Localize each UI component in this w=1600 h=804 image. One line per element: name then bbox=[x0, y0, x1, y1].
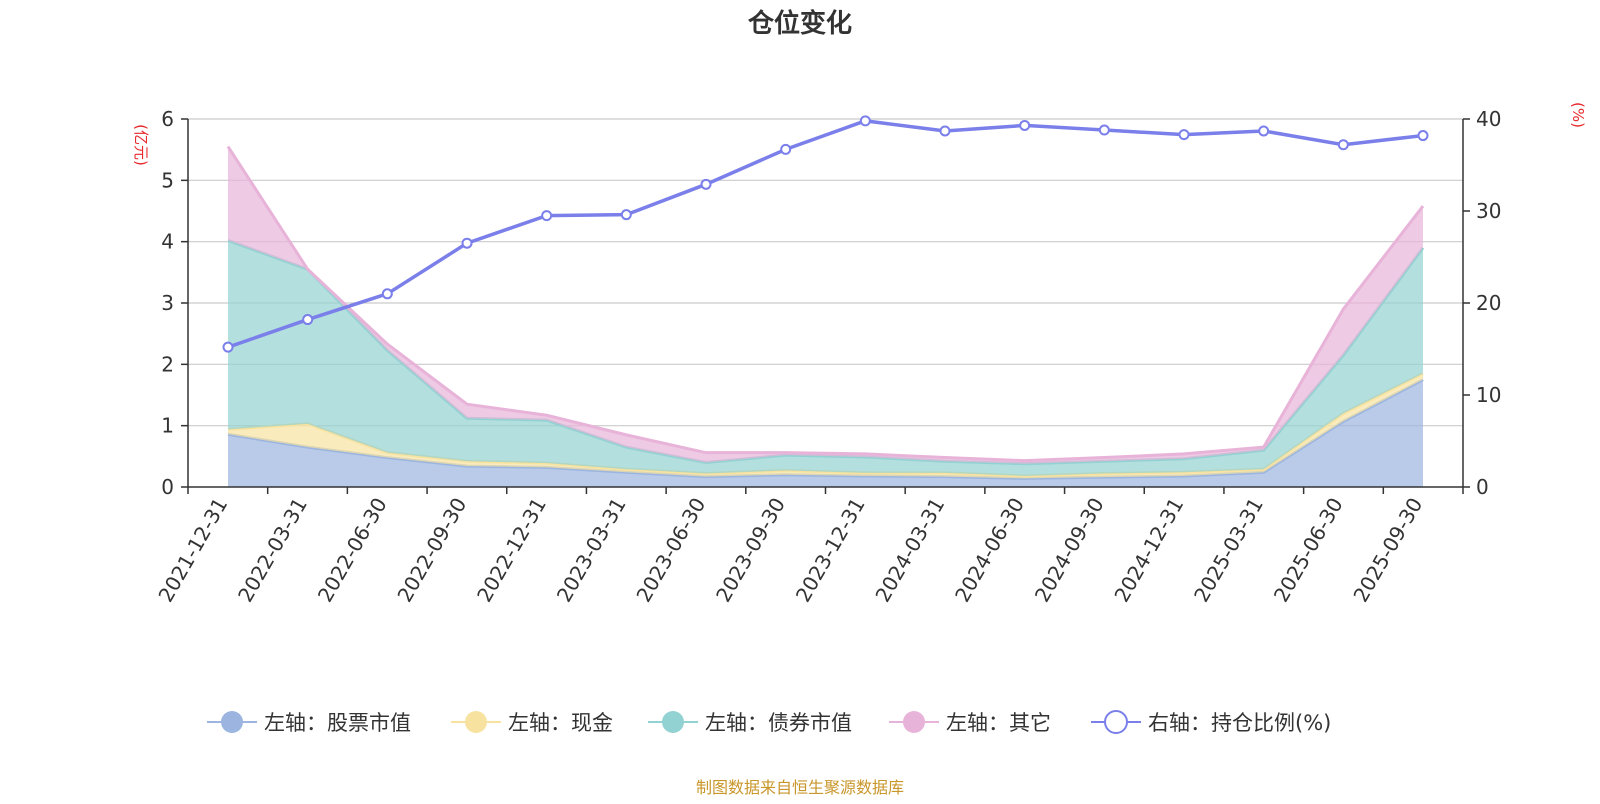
legend-marker-1 bbox=[465, 711, 487, 733]
x-tick-label-13: 2025-03-31 bbox=[1189, 494, 1268, 607]
area-edge-series-3 bbox=[226, 145, 1425, 463]
x-tick-label-15: 2025-09-30 bbox=[1348, 494, 1427, 607]
x-tick-label-10: 2024-06-30 bbox=[950, 494, 1029, 607]
holding-ratio-point-13 bbox=[1258, 125, 1270, 137]
legend-label-4: 右轴：持仓比例(%) bbox=[1148, 711, 1331, 735]
holding-ratio-point-3 bbox=[461, 237, 473, 249]
left-axis-unit: (亿元) bbox=[132, 124, 150, 166]
holding-ratio-point-1 bbox=[302, 314, 314, 326]
x-tick-label-5: 2023-03-31 bbox=[552, 494, 631, 607]
x-tick-label-1: 2022-03-31 bbox=[233, 494, 312, 607]
left-tick-label-4: 4 bbox=[161, 230, 174, 254]
area-series-0 bbox=[228, 379, 1423, 487]
source-note: 制图数据来自恒生聚源数据库 bbox=[696, 778, 904, 797]
x-tick-label-0: 2021-12-31 bbox=[153, 494, 232, 607]
left-tick-label-0: 0 bbox=[161, 475, 174, 499]
holding-ratio-point-4 bbox=[541, 210, 553, 222]
x-tick-label-8: 2023-12-31 bbox=[791, 494, 870, 607]
holding-ratio-point-8 bbox=[859, 115, 871, 127]
legend-label-0: 左轴：股票市值 bbox=[264, 711, 411, 735]
x-tick-label-7: 2023-09-30 bbox=[711, 494, 790, 607]
legend-marker-2 bbox=[662, 711, 684, 733]
holding-ratio-point-15 bbox=[1417, 130, 1429, 142]
holding-ratio-point-6 bbox=[700, 178, 712, 190]
holding-ratio-point-5 bbox=[620, 209, 632, 221]
legend-marker-4 bbox=[1104, 710, 1128, 734]
holding-ratio-point-2 bbox=[381, 288, 393, 300]
holding-ratio-path bbox=[227, 119, 1424, 349]
legend-marker-3 bbox=[903, 711, 925, 733]
x-tick-label-6: 2023-06-30 bbox=[631, 494, 710, 607]
legend-marker-0 bbox=[221, 711, 243, 733]
right-tick-label-3: 30 bbox=[1476, 199, 1501, 223]
holding-ratio-point-14 bbox=[1337, 139, 1349, 151]
holding-ratio-line bbox=[222, 115, 1429, 353]
area-edge-series-2 bbox=[227, 239, 1425, 466]
x-tick-label-9: 2024-03-31 bbox=[870, 494, 949, 607]
holding-ratio-point-9 bbox=[939, 125, 951, 137]
holding-ratio-point-7 bbox=[780, 143, 792, 155]
legend-label-1: 左轴：现金 bbox=[508, 711, 613, 735]
x-tick-label-2: 2022-06-30 bbox=[313, 494, 392, 607]
right-tick-label-0: 0 bbox=[1476, 475, 1489, 499]
legend-label-2: 左轴：债券市值 bbox=[705, 711, 852, 735]
x-tick-label-14: 2025-06-30 bbox=[1269, 494, 1348, 607]
legend: 左轴：股票市值 左轴：现金 左轴：债券市值 左轴：其它 右轴：持仓比例(%) bbox=[207, 710, 1331, 735]
holding-ratio-point-10 bbox=[1019, 119, 1031, 131]
left-tick-label-3: 3 bbox=[161, 291, 174, 315]
right-axis-unit: (%) bbox=[1569, 102, 1587, 128]
x-tick-label-11: 2024-09-30 bbox=[1030, 494, 1109, 607]
right-tick-label-1: 10 bbox=[1476, 383, 1501, 407]
stacked-areas bbox=[226, 145, 1425, 487]
right-tick-label-2: 20 bbox=[1476, 291, 1501, 315]
x-tick-label-12: 2024-12-31 bbox=[1109, 494, 1188, 607]
x-tick-label-4: 2022-12-31 bbox=[472, 494, 551, 607]
left-tick-label-6: 6 bbox=[161, 107, 174, 131]
left-tick-label-5: 5 bbox=[161, 168, 174, 192]
right-tick-label-4: 40 bbox=[1476, 107, 1501, 131]
chart-title: 仓位变化 bbox=[747, 8, 852, 39]
left-tick-label-2: 2 bbox=[161, 352, 174, 376]
x-tick-label-3: 2022-09-30 bbox=[392, 494, 471, 607]
left-tick-label-1: 1 bbox=[161, 414, 174, 438]
legend-label-3: 左轴：其它 bbox=[946, 711, 1051, 735]
holding-ratio-point-12 bbox=[1178, 129, 1190, 141]
holding-ratio-point-0 bbox=[222, 341, 234, 353]
holding-ratio-point-11 bbox=[1098, 124, 1110, 136]
